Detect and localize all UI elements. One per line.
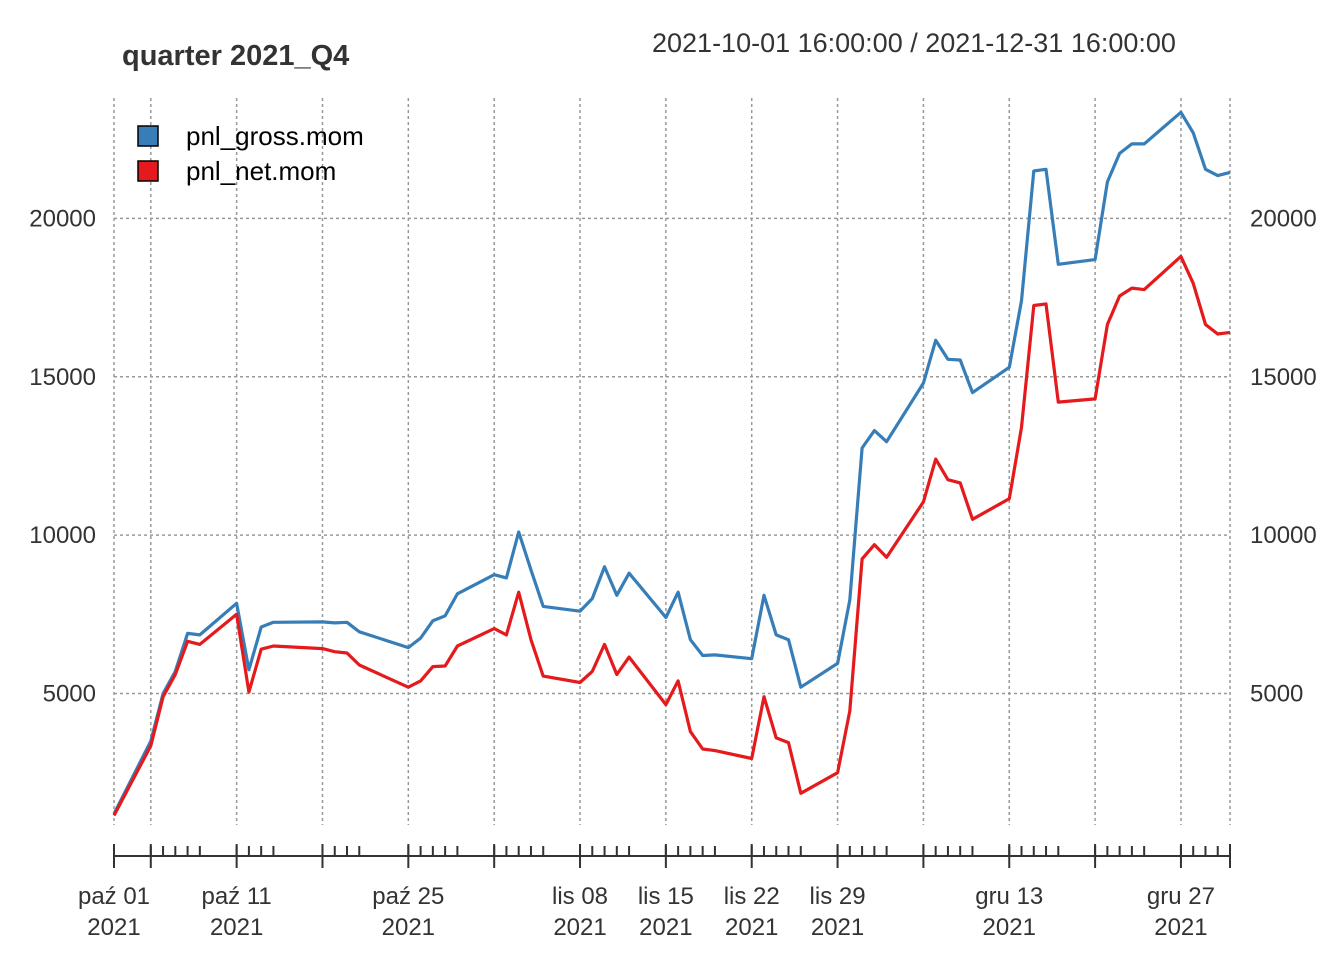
legend-swatch [137,160,159,182]
x-tick-label-day: lis 29 [810,883,866,910]
y-axis-right: 5000 10000 15000 20000 [1250,205,1317,707]
x-tick-label-year: 2021 [87,914,140,941]
x-tick-label-year: 2021 [639,914,692,941]
chart-series [112,110,1231,817]
y-tick-label-right: 10000 [1250,522,1317,549]
y-tick-label-left: 20000 [29,205,96,232]
y-tick-label-left: 15000 [29,364,96,391]
x-tick-label-day: paź 11 [201,883,271,910]
y-tick-label-left: 5000 [43,681,96,708]
x-tick-label-day: lis 15 [638,883,694,910]
x-tick-label-year: 2021 [725,914,778,941]
chart-title: quarter 2021_Q4 [122,40,350,72]
series-line-pnl-gross-mom [112,110,1231,815]
x-tick-label-day: gru 27 [1147,883,1215,910]
legend-swatch [137,125,159,147]
x-tick-label-year: 2021 [210,914,263,941]
chart-legend: pnl_gross.mom pnl_net.mom [137,121,364,186]
x-tick-label-day: lis 22 [724,883,780,910]
y-tick-label-right: 20000 [1250,205,1317,232]
y-axis-left: 5000 10000 15000 20000 [29,205,96,707]
y-tick-label-right: 5000 [1250,681,1303,708]
x-tick-label-day: lis 08 [552,883,608,910]
y-tick-label-right: 15000 [1250,364,1317,391]
x-tick-label-year: 2021 [1154,914,1207,941]
x-tick-label-day: gru 13 [975,883,1043,910]
x-tick-label-year: 2021 [983,914,1036,941]
y-tick-label-left: 10000 [29,522,96,549]
x-tick-label-year: 2021 [553,914,606,941]
legend-label: pnl_net.mom [186,156,336,186]
x-axis: paź 01 2021 paź 11 2021 paź 25 2021 lis 08 2021… [78,844,1231,941]
x-tick-label-year: 2021 [811,914,864,941]
chart-grid [113,98,1231,825]
legend-label: pnl_gross.mom [186,121,364,151]
x-tick-label-day: paź 01 [78,883,150,910]
x-tick-label-day: paź 25 [372,883,444,910]
series-line-pnl-net-mom [112,254,1231,817]
x-tick-label-year: 2021 [382,914,435,941]
chart-date-range: 2021-10-01 16:00:00 / 2021-12-31 16:00:0… [652,28,1176,58]
